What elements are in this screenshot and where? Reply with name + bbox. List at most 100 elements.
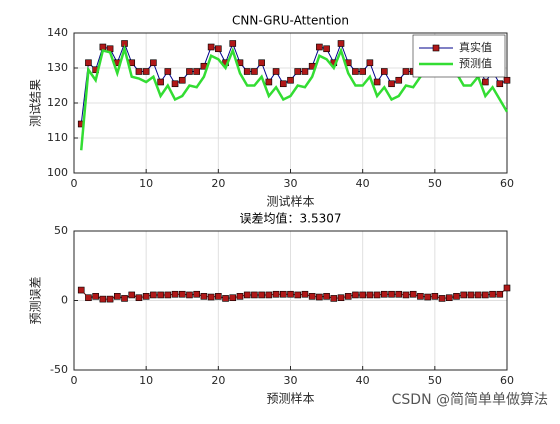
data-point xyxy=(135,294,143,302)
data-point xyxy=(258,59,265,67)
data-point xyxy=(301,68,309,75)
data-point xyxy=(164,291,172,299)
data-point xyxy=(453,293,460,300)
data-point xyxy=(251,291,258,299)
data-point xyxy=(258,291,265,299)
data-point xyxy=(229,40,237,47)
data-point xyxy=(294,68,302,75)
data-point xyxy=(431,293,439,300)
data-point xyxy=(114,293,121,300)
x-tick-label: 60 xyxy=(500,177,514,190)
data-point xyxy=(352,291,359,299)
data-point xyxy=(265,291,273,299)
y-tick-label: 120 xyxy=(47,96,68,109)
data-point xyxy=(316,43,323,51)
data-point xyxy=(142,293,150,300)
data-point xyxy=(482,78,489,86)
y-tick-label: 100 xyxy=(47,166,68,179)
x-tick-label: 20 xyxy=(211,374,225,387)
data-point xyxy=(157,291,164,299)
y-tick-label: 50 xyxy=(54,224,68,237)
data-point xyxy=(417,293,424,300)
legend-label: 预测值 xyxy=(459,57,492,70)
data-point xyxy=(381,68,388,75)
data-point xyxy=(279,80,287,88)
data-point xyxy=(301,290,309,298)
data-point xyxy=(373,78,381,86)
data-point xyxy=(323,293,330,300)
x-tick-label: 60 xyxy=(500,374,514,387)
data-point xyxy=(294,291,302,299)
data-point xyxy=(352,68,359,75)
data-point xyxy=(337,40,345,47)
data-point xyxy=(503,76,511,84)
data-point xyxy=(279,290,287,298)
data-point xyxy=(503,284,511,292)
data-point xyxy=(222,295,229,302)
x-tick-label: 10 xyxy=(139,374,153,387)
x-tick-label: 20 xyxy=(211,177,225,190)
x-tick-label: 40 xyxy=(356,177,370,190)
data-point xyxy=(178,76,186,84)
data-point xyxy=(85,59,92,67)
data-point xyxy=(157,78,164,86)
chart-title: 误差均值：3.5307 xyxy=(240,211,342,226)
data-point xyxy=(366,291,374,299)
data-point xyxy=(359,291,366,299)
legend-box xyxy=(412,34,506,78)
data-point xyxy=(359,68,366,75)
data-point xyxy=(388,290,395,298)
data-point xyxy=(193,68,200,75)
data-point xyxy=(178,290,186,298)
data-point xyxy=(272,68,280,75)
data-point xyxy=(99,295,107,303)
data-point xyxy=(200,293,208,300)
y-axis-label: 预测误差 xyxy=(29,276,43,324)
data-point xyxy=(77,286,85,294)
data-point xyxy=(265,78,273,86)
x-tick-label: 40 xyxy=(356,374,370,387)
data-point xyxy=(402,291,410,299)
x-axis-label: 预测样本 xyxy=(266,391,314,406)
data-point xyxy=(366,59,374,67)
data-point xyxy=(482,291,489,299)
data-point xyxy=(373,291,381,299)
x-tick-label: 50 xyxy=(428,374,442,387)
x-tick-label: 30 xyxy=(284,177,298,190)
data-point xyxy=(215,45,222,53)
data-point xyxy=(236,293,244,300)
data-point xyxy=(337,294,345,302)
axes-box xyxy=(73,230,508,371)
data-point xyxy=(287,76,294,84)
y-tick-label: 130 xyxy=(47,61,68,74)
data-point xyxy=(474,291,482,299)
data-point xyxy=(193,290,200,298)
data-point xyxy=(316,293,323,301)
data-point xyxy=(496,290,504,298)
watermark: CSDN @简简单单做算法 xyxy=(392,391,548,408)
x-tick-label: 50 xyxy=(428,177,442,190)
data-point xyxy=(402,68,410,75)
data-point xyxy=(150,291,157,299)
data-point xyxy=(171,80,179,88)
data-point xyxy=(496,80,504,88)
data-point xyxy=(489,290,496,298)
x-tick-label: 10 xyxy=(139,177,153,190)
data-point xyxy=(438,295,446,302)
data-point xyxy=(251,68,258,75)
data-point xyxy=(164,68,172,75)
data-point xyxy=(344,293,352,300)
data-point xyxy=(467,291,475,299)
data-point xyxy=(424,293,431,301)
data-point xyxy=(243,68,251,75)
data-point xyxy=(330,295,338,302)
legend-label: 真实值 xyxy=(459,40,492,54)
data-point xyxy=(186,291,193,299)
data-point xyxy=(121,295,128,302)
data-point xyxy=(381,290,388,298)
data-point xyxy=(323,45,330,53)
y-axis-label: 测试结果 xyxy=(28,79,43,127)
y-tick-label: -50 xyxy=(50,363,68,376)
legend-marker xyxy=(432,44,440,52)
axes-box xyxy=(73,32,508,174)
